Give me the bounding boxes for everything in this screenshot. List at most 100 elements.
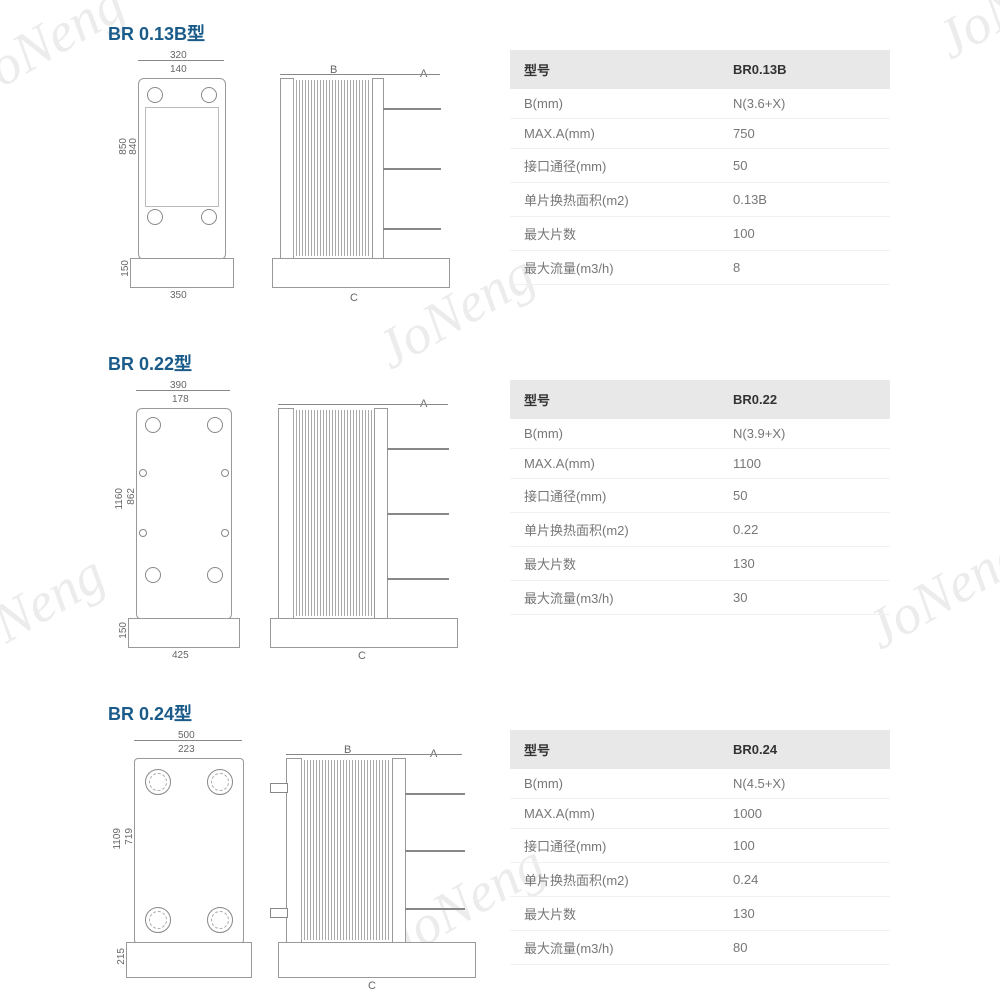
front-plate bbox=[136, 408, 232, 620]
table-row: MAX.A(mm)1100 bbox=[510, 449, 890, 479]
spec-table: 型号 BR0.22 B(mm)N(3.9+X) MAX.A(mm)1100 接口… bbox=[510, 380, 890, 615]
side-fins bbox=[301, 760, 391, 940]
label-c: C bbox=[368, 980, 376, 992]
cell-label: 最大片数 bbox=[510, 547, 719, 581]
header-label: 型号 bbox=[510, 730, 719, 769]
dim-label: 862 bbox=[126, 488, 137, 505]
cell-label: 单片换热面积(m2) bbox=[510, 183, 719, 217]
cell-value: 1000 bbox=[719, 799, 890, 829]
dim-label: 150 bbox=[120, 260, 131, 277]
side-frame bbox=[374, 408, 388, 620]
front-plate bbox=[134, 758, 244, 944]
cell-value: 100 bbox=[719, 217, 890, 251]
cell-value: 130 bbox=[719, 897, 890, 931]
dim-label: 425 bbox=[172, 650, 189, 661]
dim-label: 178 bbox=[172, 394, 189, 405]
side-base bbox=[270, 618, 458, 648]
cell-label: 接口通径(mm) bbox=[510, 829, 719, 863]
table-row: B(mm)N(3.9+X) bbox=[510, 419, 890, 449]
cell-value: 30 bbox=[719, 581, 890, 615]
table-header-row: 型号 BR0.22 bbox=[510, 380, 890, 419]
section-br024: BR 0.24型 500 223 1109 719 215 B A bbox=[0, 700, 1000, 1000]
dim-label: 140 bbox=[170, 64, 187, 75]
table-row: 单片换热面积(m2)0.13B bbox=[510, 183, 890, 217]
cell-value: 0.13B bbox=[719, 183, 890, 217]
cell-label: B(mm) bbox=[510, 419, 719, 449]
table-row: 单片换热面积(m2)0.22 bbox=[510, 513, 890, 547]
section-br022: BR 0.22型 390 178 1160 862 150 425 A C bbox=[0, 350, 1000, 670]
label-c: C bbox=[350, 292, 358, 304]
side-base bbox=[272, 258, 450, 288]
cell-label: MAX.A(mm) bbox=[510, 119, 719, 149]
cell-label: B(mm) bbox=[510, 769, 719, 799]
diagram: 500 223 1109 719 215 B A C bbox=[100, 728, 480, 988]
header-value: BR0.13B bbox=[719, 50, 890, 89]
cell-label: MAX.A(mm) bbox=[510, 449, 719, 479]
cell-value: N(3.6+X) bbox=[719, 89, 890, 119]
table-row: 接口通径(mm)50 bbox=[510, 149, 890, 183]
dim-label: 719 bbox=[124, 828, 135, 845]
front-base bbox=[128, 618, 240, 648]
cell-label: 接口通径(mm) bbox=[510, 479, 719, 513]
cell-value: 50 bbox=[719, 149, 890, 183]
cell-value: 130 bbox=[719, 547, 890, 581]
table-row: 接口通径(mm)50 bbox=[510, 479, 890, 513]
side-frame bbox=[280, 78, 294, 260]
cell-label: 接口通径(mm) bbox=[510, 149, 719, 183]
cell-value: 1100 bbox=[719, 449, 890, 479]
front-base bbox=[130, 258, 234, 288]
table-row: 单片换热面积(m2)0.24 bbox=[510, 863, 890, 897]
table-row: 接口通径(mm)100 bbox=[510, 829, 890, 863]
dim-label: 1160 bbox=[114, 488, 125, 510]
cell-value: 80 bbox=[719, 931, 890, 965]
table-row: 最大片数100 bbox=[510, 217, 890, 251]
cell-value: 750 bbox=[719, 119, 890, 149]
side-fins bbox=[293, 410, 373, 616]
dim-label: 215 bbox=[116, 948, 127, 965]
dim-label: 150 bbox=[118, 622, 129, 639]
table-row: MAX.A(mm)750 bbox=[510, 119, 890, 149]
section-title: BR 0.22型 bbox=[108, 350, 192, 376]
side-frame bbox=[286, 758, 302, 944]
cell-value: N(3.9+X) bbox=[719, 419, 890, 449]
label-c: C bbox=[358, 650, 366, 662]
diagram: 320 140 850 840 150 350 B A C bbox=[100, 48, 480, 308]
table-row: B(mm)N(4.5+X) bbox=[510, 769, 890, 799]
header-label: 型号 bbox=[510, 50, 719, 89]
cell-value: 8 bbox=[719, 251, 890, 285]
header-value: BR0.22 bbox=[719, 380, 890, 419]
cell-label: MAX.A(mm) bbox=[510, 799, 719, 829]
table-row: 最大流量(m3/h)80 bbox=[510, 931, 890, 965]
side-fins bbox=[293, 80, 371, 256]
cell-label: 最大流量(m3/h) bbox=[510, 931, 719, 965]
cell-label: 最大片数 bbox=[510, 217, 719, 251]
table-row: MAX.A(mm)1000 bbox=[510, 799, 890, 829]
dim-label: 350 bbox=[170, 290, 187, 301]
table-row: 最大流量(m3/h)30 bbox=[510, 581, 890, 615]
table-row: 最大流量(m3/h)8 bbox=[510, 251, 890, 285]
cell-label: 最大流量(m3/h) bbox=[510, 251, 719, 285]
dim-label: 1109 bbox=[112, 828, 123, 850]
section-title: BR 0.13B型 bbox=[108, 20, 205, 46]
table-row: B(mm)N(3.6+X) bbox=[510, 89, 890, 119]
cell-label: 最大片数 bbox=[510, 897, 719, 931]
section-br013b: BR 0.13B型 320 140 850 840 150 350 B A C bbox=[0, 20, 1000, 320]
side-frame bbox=[392, 758, 406, 944]
header-value: BR0.24 bbox=[719, 730, 890, 769]
dim-label: 223 bbox=[178, 744, 195, 755]
header-label: 型号 bbox=[510, 380, 719, 419]
side-base bbox=[278, 942, 476, 978]
spec-table: 型号 BR0.13B B(mm)N(3.6+X) MAX.A(mm)750 接口… bbox=[510, 50, 890, 285]
cell-label: B(mm) bbox=[510, 89, 719, 119]
cell-value: 0.24 bbox=[719, 863, 890, 897]
table-header-row: 型号 BR0.13B bbox=[510, 50, 890, 89]
cell-value: N(4.5+X) bbox=[719, 769, 890, 799]
cell-label: 单片换热面积(m2) bbox=[510, 513, 719, 547]
table-header-row: 型号 BR0.24 bbox=[510, 730, 890, 769]
table-row: 最大片数130 bbox=[510, 897, 890, 931]
cell-value: 100 bbox=[719, 829, 890, 863]
cell-label: 单片换热面积(m2) bbox=[510, 863, 719, 897]
cell-value: 0.22 bbox=[719, 513, 890, 547]
side-frame bbox=[278, 408, 294, 620]
table-row: 最大片数130 bbox=[510, 547, 890, 581]
